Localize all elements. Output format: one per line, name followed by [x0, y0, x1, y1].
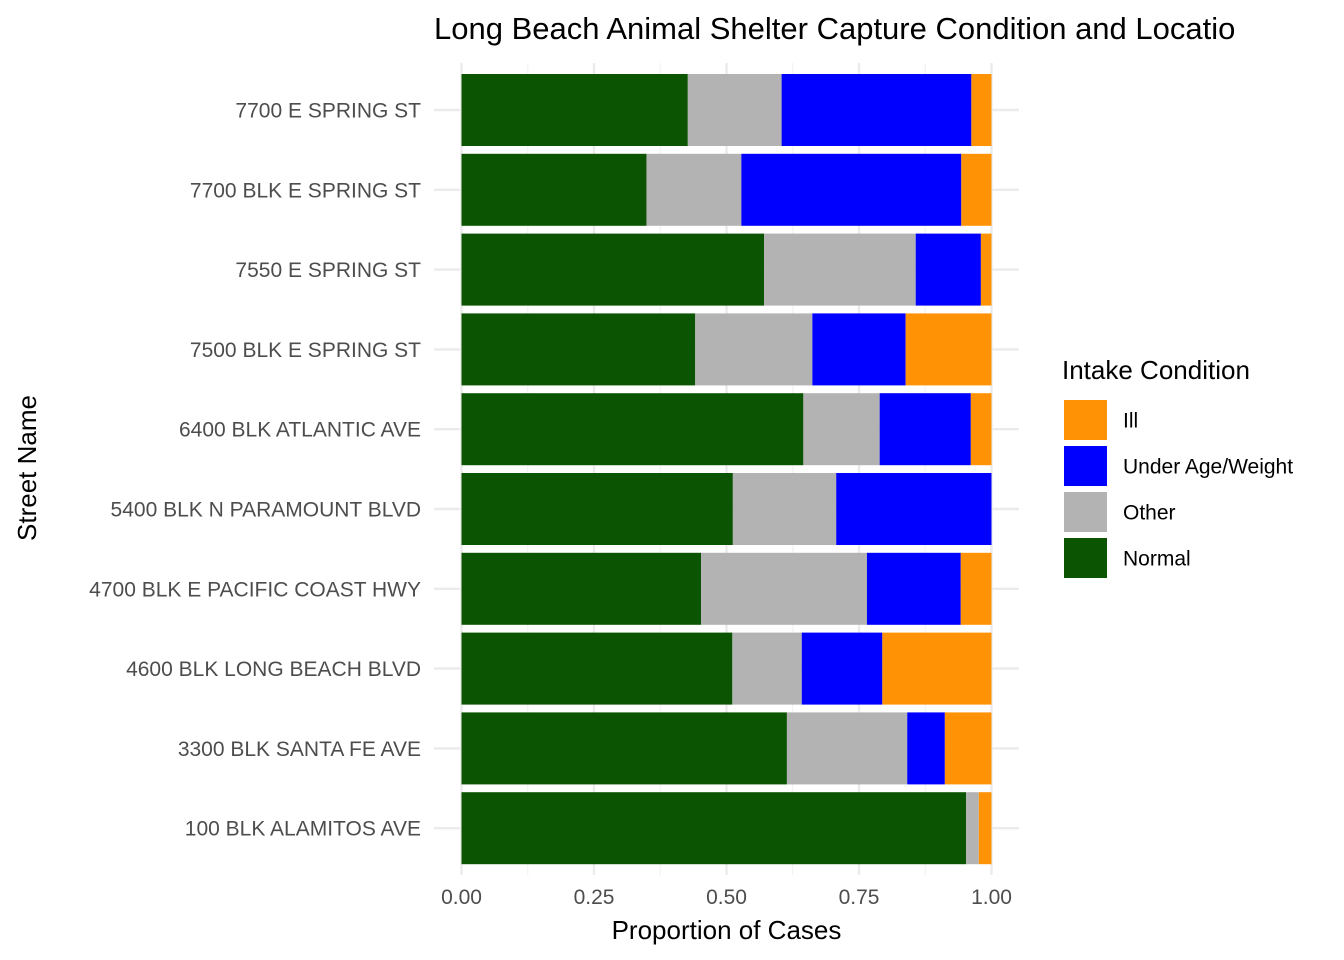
bar-other: [732, 473, 837, 545]
legend-key-normal: [1064, 538, 1107, 578]
x-tick-label: 0.50: [706, 886, 747, 909]
y-tick-label: 4700 BLK E PACIFIC COAST HWY: [89, 578, 421, 601]
y-tick-label: 7500 BLK E SPRING ST: [190, 339, 421, 362]
bar-other: [646, 153, 742, 226]
chart-title: Long Beach Animal Shelter Capture Condit…: [434, 11, 1235, 46]
y-axis-title: Street Name: [12, 395, 42, 541]
y-tick-label: 7550 E SPRING ST: [235, 259, 421, 282]
bar-under-age-weight: [866, 552, 961, 625]
x-tick-label: 0.25: [574, 886, 615, 909]
bar-under-age-weight: [915, 233, 981, 306]
bar-other: [701, 552, 867, 625]
bar-under-age-weight: [836, 473, 992, 545]
bar-other: [764, 233, 916, 306]
legend-label: Under Age/Weight: [1123, 456, 1293, 479]
bar-ill: [882, 632, 992, 705]
bar-normal: [461, 233, 765, 306]
y-tick-label: 7700 BLK E SPRING ST: [190, 179, 421, 202]
legend-title: Intake Condition: [1062, 355, 1250, 385]
bar-under-age-weight: [907, 712, 945, 785]
bar-other: [786, 712, 908, 785]
bar-other: [803, 393, 880, 466]
bar-under-age-weight: [741, 153, 962, 226]
bar-ill: [960, 552, 992, 625]
bar-normal: [461, 552, 702, 625]
legend-label: Normal: [1123, 548, 1191, 571]
y-tick-label: 6400 BLK ATLANTIC AVE: [179, 419, 421, 442]
y-tick-label: 4600 BLK LONG BEACH BLVD: [126, 658, 421, 681]
y-tick-label: 100 BLK ALAMITOS AVE: [185, 818, 421, 841]
x-tick-label: 0.75: [839, 886, 880, 909]
bar-normal: [461, 712, 787, 785]
x-tick-label: 1.00: [971, 886, 1012, 909]
bar-normal: [461, 313, 696, 386]
bar-under-age-weight: [812, 313, 906, 386]
bar-ill: [944, 712, 992, 785]
y-axis-ticks: 7700 E SPRING ST 7700 BLK E SPRING ST 7550…: [89, 100, 421, 841]
legend: Intake Condition Ill Under Age/Weight Othe…: [1062, 355, 1293, 578]
bar-ill: [971, 74, 992, 146]
legend-key-other: [1064, 492, 1107, 532]
x-tick-label: 0.00: [441, 886, 482, 909]
bar-normal: [461, 473, 733, 545]
bar-other: [695, 313, 813, 386]
y-tick-label: 7700 E SPRING ST: [235, 100, 421, 123]
bar-normal: [461, 393, 804, 466]
bar-under-age-weight: [879, 393, 971, 466]
bar-normal: [461, 74, 688, 146]
bar-ill: [905, 313, 992, 386]
x-axis-ticks: 0.00 0.25 0.50 0.75 1.00: [441, 886, 1012, 909]
legend-items: Ill Under Age/Weight Other Normal: [1064, 400, 1293, 578]
bar-under-age-weight: [781, 74, 972, 146]
bar-other: [687, 74, 782, 146]
bar-ill: [978, 792, 992, 865]
bar-normal: [461, 153, 647, 226]
bar-ill: [970, 393, 992, 466]
legend-label: Other: [1123, 502, 1176, 525]
bar-normal: [461, 632, 733, 705]
bar-ill: [980, 233, 992, 306]
bar-other: [966, 792, 979, 865]
bar-ill: [961, 153, 992, 226]
bar-under-age-weight: [801, 632, 883, 705]
y-tick-label: 5400 BLK N PARAMOUNT BLVD: [111, 499, 421, 522]
y-tick-label: 3300 BLK SANTA FE AVE: [178, 738, 421, 761]
legend-key-ill: [1064, 400, 1107, 440]
legend-key-under-age-weight: [1064, 446, 1107, 486]
legend-label: Ill: [1123, 410, 1138, 433]
x-axis-title: Proportion of Cases: [612, 915, 842, 945]
bar-normal: [461, 792, 967, 865]
bar-other: [732, 632, 802, 705]
bars: [461, 74, 992, 865]
